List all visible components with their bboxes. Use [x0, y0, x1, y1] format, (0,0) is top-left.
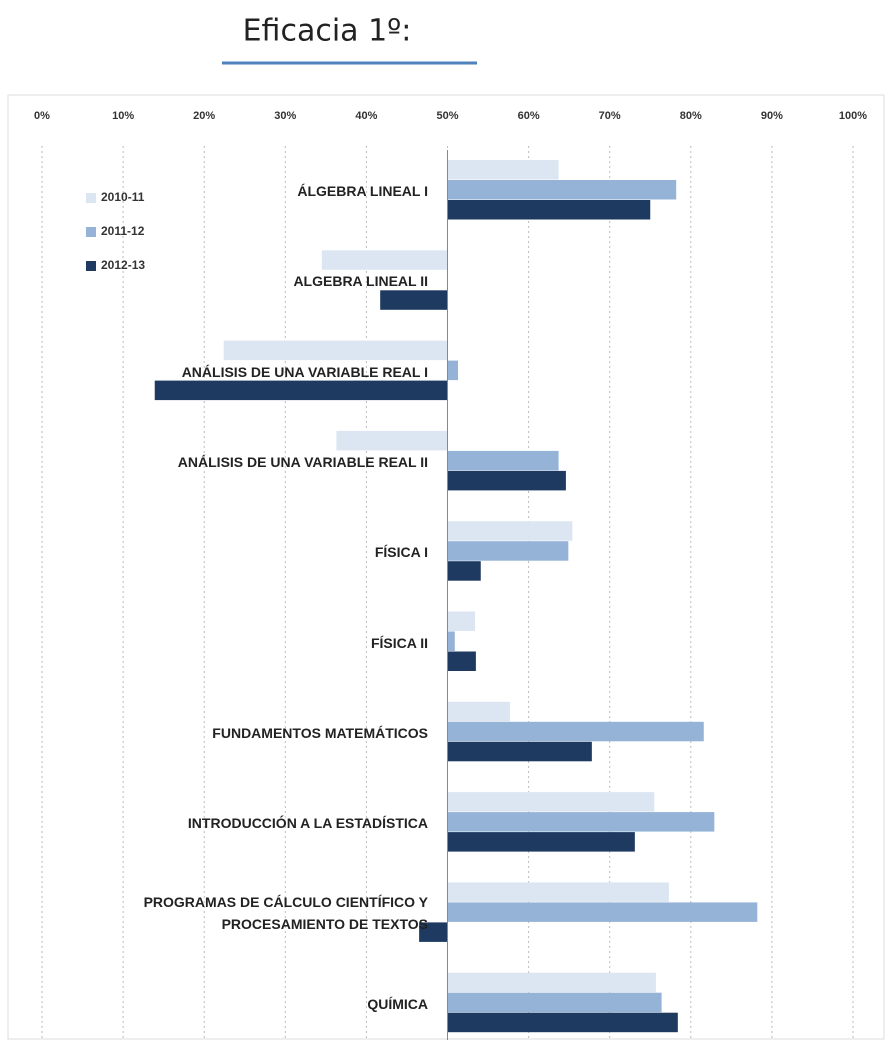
x-tick-label: 50%: [436, 110, 458, 122]
bar: [447, 992, 662, 1013]
category-label: ANÁLISIS DE UNA VARIABLE REAL II: [177, 453, 428, 470]
legend-label: 2012-13: [101, 258, 145, 272]
bar: [447, 521, 573, 541]
bar: [447, 561, 481, 581]
legend-swatch: [86, 193, 96, 203]
bar: [336, 430, 448, 451]
bar: [447, 450, 559, 471]
x-tick-label: 90%: [761, 110, 783, 122]
bar: [447, 741, 592, 762]
bar: [321, 250, 448, 270]
bar: [447, 902, 758, 922]
bar: [447, 541, 569, 561]
category-label: FÍSICA I: [374, 544, 428, 561]
legend-swatch: [86, 227, 96, 237]
legend-label: 2011-12: [101, 224, 145, 238]
bar: [447, 812, 715, 832]
x-tick-label: 10%: [112, 110, 134, 122]
x-tick-label: 80%: [680, 110, 702, 122]
x-tick-label: 40%: [355, 110, 377, 122]
bar: [447, 882, 669, 902]
bar: [419, 922, 448, 942]
bar: [223, 340, 448, 361]
legend-swatch: [86, 261, 96, 271]
category-label: PROGRAMAS DE CÁLCULO CIENTÍFICO Y PROCES…: [143, 894, 428, 933]
bar: [447, 792, 655, 812]
x-tick-label: 70%: [599, 110, 621, 122]
x-tick-label: 0%: [34, 110, 50, 122]
bar: [447, 611, 476, 631]
bar: [447, 832, 635, 852]
legend-label: 2010-11: [101, 190, 145, 204]
bar: [447, 721, 704, 742]
bar: [447, 180, 677, 200]
category-label: QUÍMICA: [367, 995, 428, 1012]
x-tick-label: 30%: [274, 110, 296, 122]
bar: [447, 631, 455, 651]
category-label: FÍSICA II: [370, 634, 428, 651]
category-label: INTRODUCCIÓN A LA ESTADÍSTICA: [187, 815, 428, 832]
category-label: FUNDAMENTOS MATEMÁTICOS: [212, 724, 428, 741]
bar: [380, 290, 448, 310]
bar: [447, 1012, 678, 1033]
bar: [447, 200, 651, 220]
bar: [447, 651, 476, 671]
bar: [447, 160, 559, 180]
x-tick-label: 20%: [193, 110, 215, 122]
bar: [447, 470, 566, 491]
chart-frame: [7, 94, 885, 1040]
category-label: ANÁLISIS DE UNA VARIABLE REAL I: [181, 363, 428, 380]
bar: [447, 701, 510, 722]
category-label: ALGEBRA LINEAL II: [293, 273, 428, 290]
chart-title: Eficacia 1º:: [243, 14, 412, 49]
category-label: ÁLGEBRA LINEAL I: [297, 183, 428, 199]
x-tick-label: 60%: [518, 110, 540, 122]
bar: [447, 360, 459, 381]
x-tick-label: 100%: [839, 110, 867, 122]
bar: [154, 380, 448, 401]
bar: [447, 972, 656, 993]
